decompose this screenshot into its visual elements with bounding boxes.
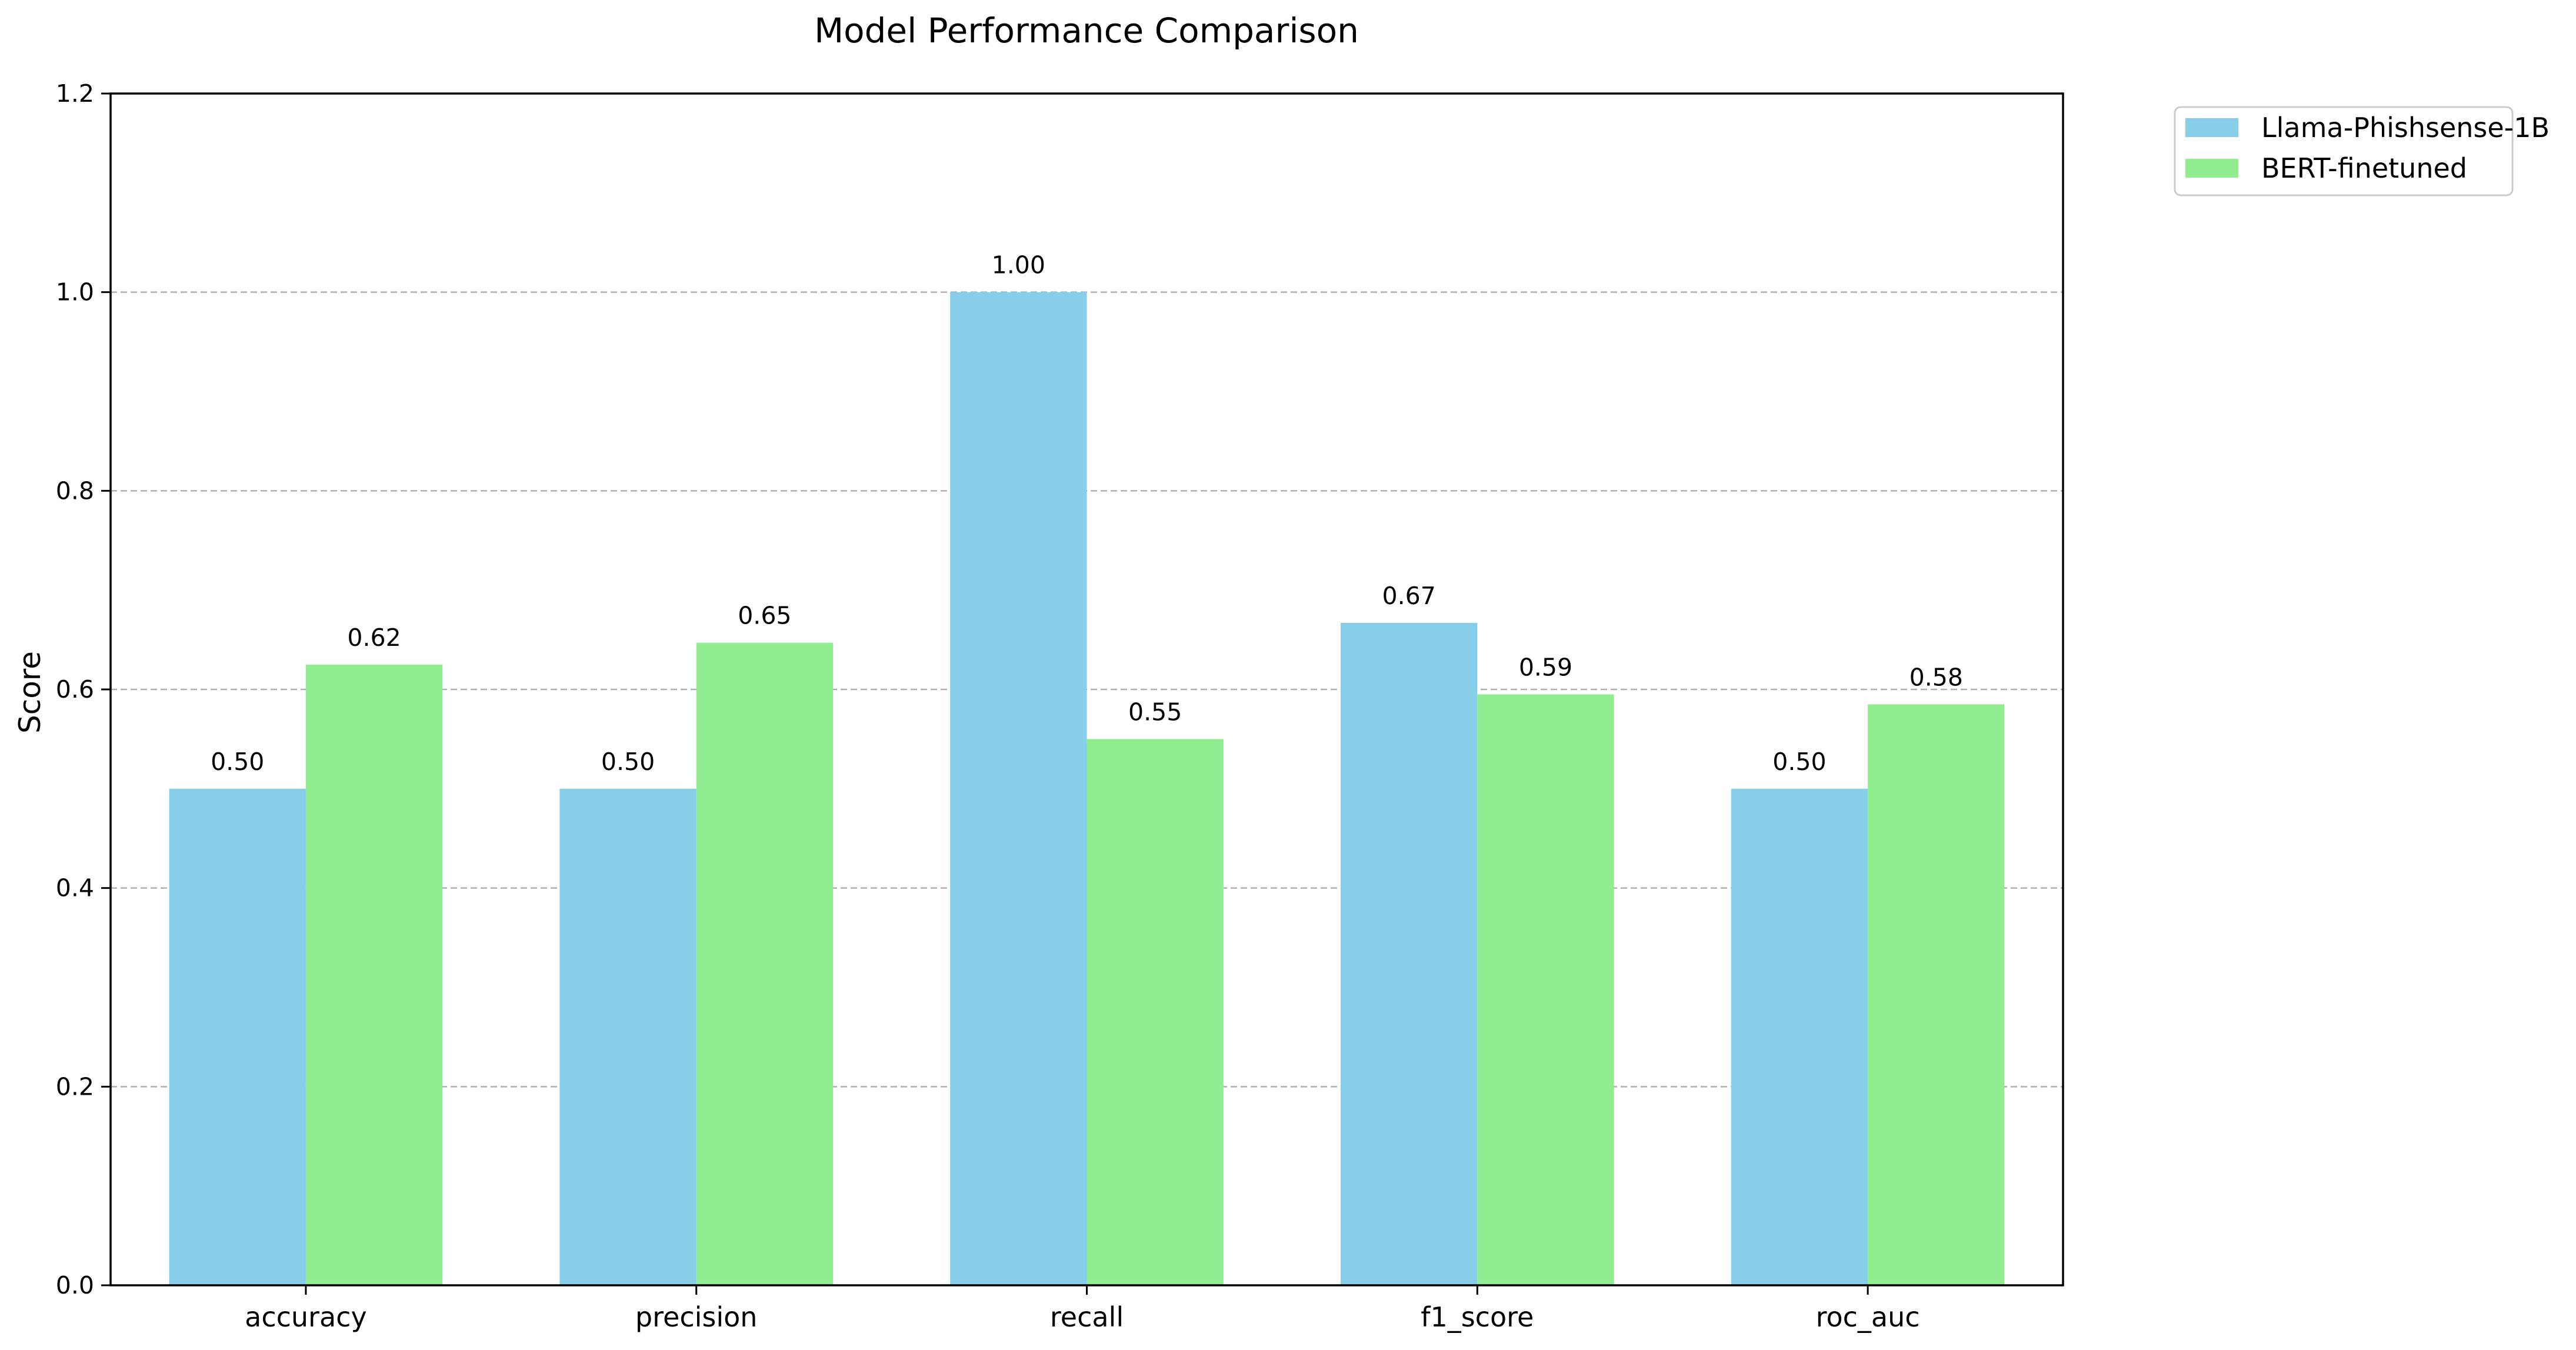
x-tick-label: f1_score — [1421, 1301, 1534, 1333]
y-tick-label: 1.2 — [56, 79, 94, 108]
y-tick-label: 1.0 — [56, 278, 94, 306]
bar-accuracy-series-2 — [305, 664, 443, 1285]
bar-roc_auc-series-2 — [1868, 704, 2005, 1285]
x-tick-label: accuracy — [245, 1301, 367, 1333]
data-labels: 0.50 0.50 1.00 0.67 0.50 0.62 0.65 0.55 0.59 0.58 — [211, 251, 1963, 776]
y-tick-label: 0.0 — [56, 1271, 94, 1299]
y-tick-label: 0.6 — [56, 675, 94, 704]
x-tick-label: precision — [635, 1301, 758, 1333]
legend: Llama-Phishsense-1B BERT-finetuned — [2174, 106, 2550, 196]
bar-recall-series-1 — [950, 292, 1087, 1286]
legend-label: BERT-finetuned — [2261, 152, 2467, 184]
bar-recall-series-2 — [1087, 739, 1224, 1285]
data-label: 0.67 — [1382, 582, 1435, 610]
data-label: 0.59 — [1519, 653, 1572, 681]
x-axis-ticks: accuracy precision recall f1_score roc_auc — [245, 1285, 1920, 1333]
x-tick-label: recall — [1050, 1301, 1124, 1333]
legend-frame — [2174, 106, 2514, 196]
y-tick-label: 0.2 — [56, 1072, 94, 1101]
data-label: 0.55 — [1128, 698, 1182, 726]
x-tick-label: roc_auc — [1816, 1301, 1920, 1333]
bar-precision-series-1 — [559, 788, 697, 1285]
data-label: 0.62 — [347, 624, 401, 652]
data-label: 0.50 — [1772, 748, 1826, 776]
bar-precision-series-2 — [696, 642, 834, 1285]
data-label: 0.65 — [738, 602, 791, 630]
data-label: 1.00 — [992, 251, 1045, 279]
bar-f1_score-series-1 — [1340, 622, 1478, 1285]
legend-swatch — [2185, 118, 2238, 137]
data-label: 0.58 — [1909, 663, 1963, 691]
y-tick-label: 0.8 — [56, 476, 94, 505]
legend-label: Llama-Phishsense-1B — [2261, 112, 2550, 144]
bar-accuracy-series-1 — [169, 788, 306, 1285]
chart-title: Model Performance Comparison — [814, 11, 1359, 51]
bar-roc_auc-series-1 — [1731, 788, 1868, 1285]
y-axis-label: Score — [13, 651, 47, 734]
data-label: 0.50 — [601, 748, 655, 776]
bars — [169, 292, 2005, 1286]
bar-f1_score-series-2 — [1477, 694, 1614, 1285]
y-axis-ticks: 0.0 0.2 0.4 0.6 0.8 1.0 1.2 — [56, 79, 111, 1299]
y-tick-label: 0.4 — [56, 874, 94, 902]
data-label: 0.50 — [211, 748, 264, 776]
legend-swatch — [2185, 159, 2238, 178]
